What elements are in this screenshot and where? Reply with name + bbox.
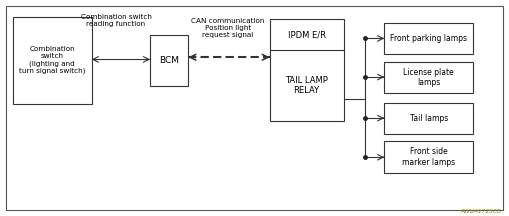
Text: Front parking lamps: Front parking lamps bbox=[390, 34, 467, 43]
Text: BCM: BCM bbox=[159, 56, 179, 65]
FancyBboxPatch shape bbox=[384, 62, 473, 93]
Text: Combination switch
reading function: Combination switch reading function bbox=[80, 14, 152, 27]
Text: Tail lamps: Tail lamps bbox=[410, 114, 448, 123]
FancyBboxPatch shape bbox=[270, 19, 344, 121]
Text: TAIL LAMP
RELAY: TAIL LAMP RELAY bbox=[285, 76, 328, 95]
FancyBboxPatch shape bbox=[384, 103, 473, 134]
Text: License plate
lamps: License plate lamps bbox=[404, 68, 454, 87]
Text: IPDM E/R: IPDM E/R bbox=[288, 30, 326, 39]
Text: AWUA1723CB: AWUA1723CB bbox=[460, 209, 501, 214]
Text: CAN communication
Position light
request signal: CAN communication Position light request… bbox=[191, 18, 265, 38]
FancyBboxPatch shape bbox=[150, 35, 188, 86]
FancyBboxPatch shape bbox=[13, 17, 92, 104]
FancyBboxPatch shape bbox=[384, 23, 473, 54]
FancyBboxPatch shape bbox=[384, 141, 473, 173]
Text: Combination
switch
(lighting and
turn signal switch): Combination switch (lighting and turn si… bbox=[19, 46, 86, 75]
Text: Front side
marker lamps: Front side marker lamps bbox=[402, 148, 456, 167]
